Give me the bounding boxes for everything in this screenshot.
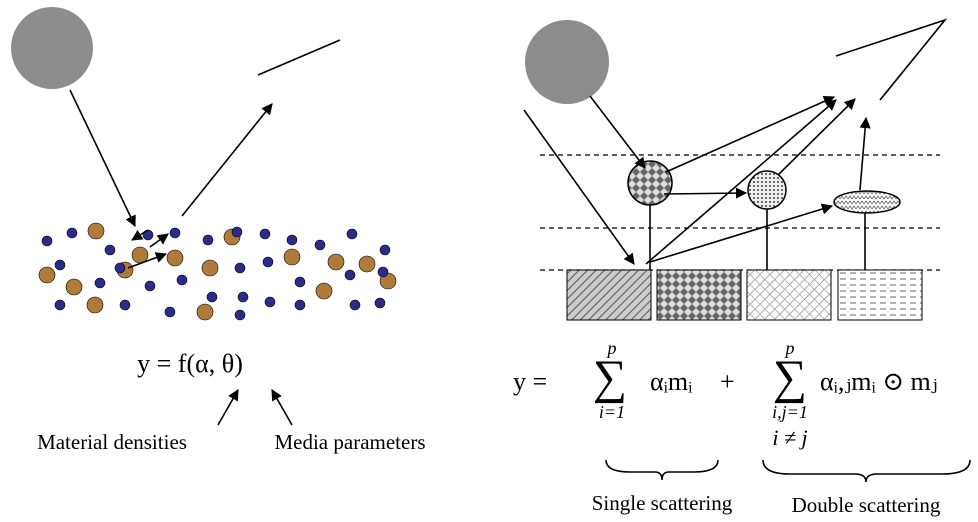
material-block: [838, 270, 922, 320]
particle: [95, 278, 105, 288]
particle: [316, 283, 332, 299]
label: Double scattering: [792, 493, 941, 517]
pointer-arrow: [218, 390, 238, 425]
particle: [132, 247, 148, 263]
sum-lower: i,j=1: [772, 402, 808, 422]
ray: [650, 206, 832, 262]
ray: [860, 118, 866, 190]
sum-symbol: ∑: [593, 351, 627, 404]
sum-term: αᵢ,ⱼmᵢ ⊙ mⱼ: [820, 367, 938, 396]
scatterer: [834, 191, 900, 213]
material-block: [567, 270, 651, 320]
light-source: [525, 20, 609, 104]
incident-ray: [70, 90, 135, 226]
particle: [66, 279, 82, 295]
particle: [350, 300, 360, 310]
ray: [590, 96, 645, 168]
viewer: [836, 20, 945, 100]
particle: [263, 257, 273, 267]
sum-upper: p: [606, 338, 617, 358]
particle: [378, 267, 388, 277]
particle: [235, 310, 245, 320]
particle: [375, 298, 385, 308]
particle: [55, 300, 65, 310]
particle: [167, 250, 183, 266]
figure: y = f(α, θ) Material densities Media par…: [0, 0, 978, 522]
scatterer: [628, 161, 672, 205]
ray: [778, 99, 855, 175]
particle: [232, 227, 242, 237]
left-panel: y = f(α, θ) Material densities Media par…: [11, 7, 426, 454]
label: Media parameters: [274, 430, 425, 454]
particle: [295, 300, 305, 310]
particle: [380, 245, 390, 255]
particle: [120, 300, 130, 310]
particle: [315, 240, 325, 250]
brace: [763, 460, 970, 482]
particle: [235, 263, 245, 273]
particle: [238, 292, 248, 302]
particle: [345, 270, 355, 280]
viewer: [258, 40, 340, 75]
particle: [207, 292, 217, 302]
equation-lhs: y =: [513, 367, 547, 396]
particle: [177, 275, 187, 285]
particle: [265, 297, 275, 307]
pointer-arrow: [272, 390, 292, 425]
reflected-ray: [182, 104, 272, 216]
ray: [666, 97, 834, 172]
material-block: [657, 270, 741, 320]
particle: [145, 281, 155, 291]
particle: [295, 277, 305, 287]
particle: [170, 228, 180, 238]
right-panel: y = ∑ p i=1 αᵢmᵢ + ∑ p i,j=1 i ≠ j αᵢ,ⱼm…: [513, 20, 970, 517]
particle: [39, 267, 55, 283]
particle: [87, 297, 103, 313]
particle: [347, 229, 357, 239]
scatterer: [748, 171, 786, 209]
particle: [202, 260, 218, 276]
plus: +: [720, 367, 735, 396]
particle: [88, 223, 104, 239]
particles: [39, 223, 396, 320]
particle: [359, 256, 375, 272]
particle: [42, 236, 52, 246]
particle: [55, 260, 65, 270]
material-block: [747, 270, 831, 320]
label: Material densities: [37, 430, 187, 454]
sum-condition: i ≠ j: [772, 425, 807, 450]
particle: [197, 304, 213, 320]
particle: [115, 263, 125, 273]
particle: [328, 254, 344, 270]
particle: [287, 235, 297, 245]
sum-lower: i=1: [599, 402, 625, 422]
ray: [664, 193, 746, 194]
particle: [284, 249, 300, 265]
particle: [260, 229, 270, 239]
ray: [646, 100, 836, 264]
sum-term: αᵢmᵢ: [650, 367, 693, 396]
light-source: [11, 7, 93, 89]
label: Single scattering: [592, 491, 733, 515]
particle: [165, 307, 175, 317]
brace: [606, 460, 718, 480]
sum-symbol: ∑: [773, 351, 807, 404]
left-equation: y = f(α, θ): [137, 349, 243, 378]
particle: [105, 245, 115, 255]
particle: [203, 235, 213, 245]
sum-upper: p: [784, 338, 795, 358]
particle: [67, 228, 77, 238]
